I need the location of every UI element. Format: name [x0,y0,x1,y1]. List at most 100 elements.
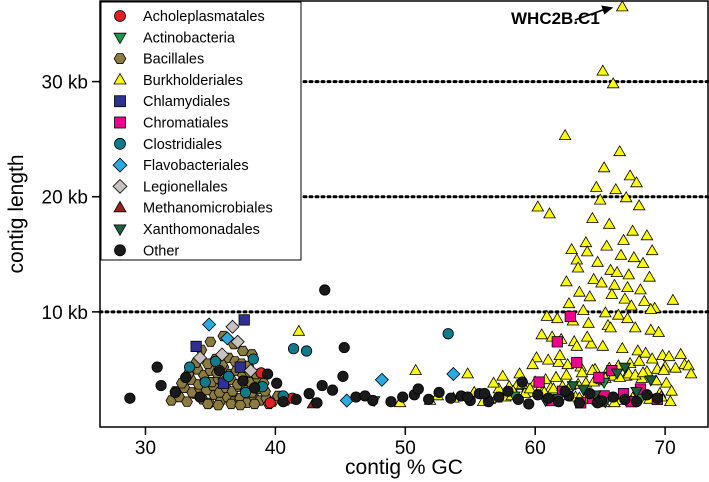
data-point-chlamydiales [238,314,250,326]
data-point-other [532,389,544,401]
data-point-legionellales [192,350,208,365]
data-point-chromatiales [533,376,545,388]
data-point-burkholderiales [598,306,612,318]
data-point-burkholderiales [561,357,575,370]
data-point-other [512,393,524,405]
data-point-other [502,385,514,397]
data-point-other [412,383,424,395]
data-point-burkholderiales [560,368,573,380]
data-point-burkholderiales [615,341,629,354]
legend-label: Chromatiales [143,116,228,132]
data-point-legionellales [215,347,230,362]
legend-marker [114,10,126,22]
data-point-bacillales [181,396,193,407]
annotation-label: WHC2B.C1 [511,9,600,28]
data-point-burkholderiales [644,302,658,314]
data-point-burkholderiales [623,169,637,181]
data-point-xanthomonadales [610,368,624,380]
data-point-clostridiales [239,386,252,399]
data-point-burkholderiales [613,145,627,157]
plot-frame [99,0,709,428]
data-point-burkholderiales [645,352,659,364]
data-point-burkholderiales [582,316,595,328]
legend-marker [113,200,127,213]
data-point-burkholderiales [550,311,564,324]
data-point-other [290,393,302,405]
x-axis: 30 40 50 60 70 [135,427,676,459]
data-point-chromatiales [564,310,576,323]
x-tick-label: 40 [265,438,286,459]
data-point-burkholderiales [632,354,646,366]
data-point-other [523,398,535,410]
data-point-other [552,396,565,408]
data-point-burkholderiales [549,370,563,382]
data-point-burkholderiales [610,265,624,278]
data-point-flavobacteriales [202,317,217,332]
data-point-burkholderiales [535,328,549,340]
data-point-other [271,377,283,389]
data-point-xanthomonadales [630,386,643,399]
data-point-burkholderiales [639,346,653,358]
legend-label: Legionellales [143,179,228,195]
data-point-burkholderiales [636,366,650,378]
data-point-burkholderiales [608,278,621,290]
legend-marker [112,157,128,173]
legend-marker [113,224,127,237]
data-point-burkholderiales [292,324,306,336]
legend-label: Other [143,243,179,259]
data-point-burkholderiales [624,299,638,311]
data-point-burkholderiales [461,367,475,379]
data-point-burkholderiales [496,369,510,381]
data-point-other [180,371,192,384]
data-point-burkholderiales [579,235,593,248]
data-point-chromatiales [593,371,605,384]
data-point-burkholderiales [565,242,578,255]
data-point-other [338,341,350,354]
data-point-burkholderiales [604,263,617,275]
legend-marker [113,53,127,64]
data-point-bacillales [234,399,247,411]
data-point-burkholderiales [593,193,607,205]
data-point-burkholderiales [562,296,576,309]
data-point-burkholderiales [621,280,634,293]
data-point-acholeplasmatales [264,397,276,409]
legend-label: Xanthomonadales [143,222,260,238]
data-point-other [651,392,663,404]
x-tick-label: 70 [655,438,676,459]
data-point-burkholderiales [487,376,501,388]
data-point-burkholderiales [547,382,560,394]
data-point-burkholderiales [630,176,643,188]
legend-label: Burkholderiales [143,73,243,89]
data-point-burkholderiales [604,321,617,333]
y-axis-label: contig length [5,154,28,273]
data-point-chlamydiales [190,340,202,353]
data-point-burkholderiales [530,351,543,363]
y-tick-label: 10 kb [42,303,88,324]
data-point-burkholderiales [644,323,658,335]
data-point-other [311,397,323,409]
data-point-chromatiales [571,356,583,369]
data-point-burkholderiales [602,217,616,229]
data-point-clostridiales [199,376,211,388]
data-point-bacillales [204,336,217,347]
data-point-burkholderiales [631,344,645,356]
annotation-arrow-line [574,8,605,21]
data-point-burkholderiales [652,325,666,337]
data-point-burkholderiales [580,245,594,257]
data-point-bacillales [225,398,238,410]
data-point-other [261,368,274,380]
data-point-burkholderiales [523,382,537,394]
data-point-burkholderiales [632,199,646,211]
legend-marker [113,72,127,85]
legend-label: Bacillales [143,52,204,68]
legend-box [100,1,302,261]
data-point-other [151,361,163,373]
data-point-other [326,384,339,396]
data-point-clostridiales [300,345,313,357]
data-point-burkholderiales [513,367,526,379]
data-point-burkholderiales [596,339,610,351]
data-point-burkholderiales [611,308,625,320]
data-point-burkholderiales [609,183,623,195]
data-point-other [462,391,474,403]
data-point-burkholderiales [597,161,611,173]
